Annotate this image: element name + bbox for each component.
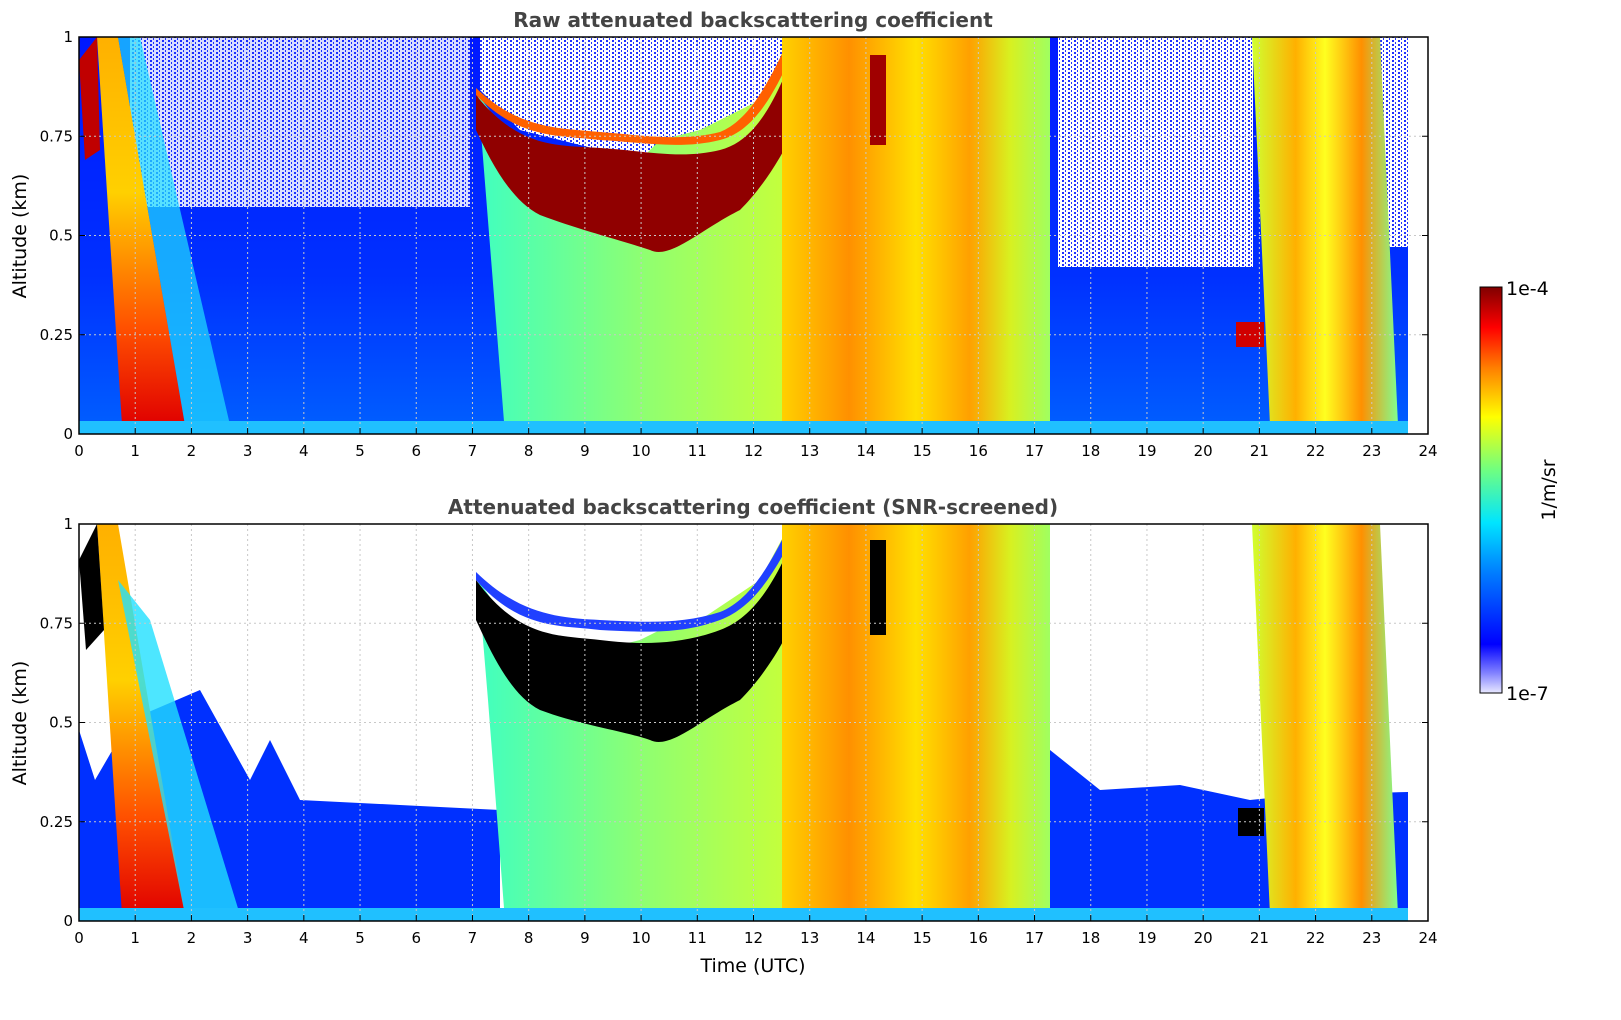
x-tick-label: 4 [299,442,309,460]
bottom-evening-plume [1252,524,1398,915]
x-tick-label: 18 [1081,442,1100,460]
x-tick-label: 3 [243,929,253,947]
x-tick-label: 23 [1362,442,1381,460]
y-tick-label: 0.25 [40,326,73,344]
x-tick-label: 1 [130,929,140,947]
top-y-axis-label: Altitude (km) [9,174,31,299]
x-tick-label: 17 [1025,442,1044,460]
bottom-afternoon-cloud [870,540,886,635]
x-tick-label: 20 [1194,442,1213,460]
top-early-plume [97,37,185,425]
y-tick-label: 0.5 [49,227,73,245]
x-tick-label: 18 [1081,929,1100,947]
y-tick-label: 0.75 [40,127,73,145]
x-tick-label: 7 [468,929,478,947]
bottom-early-plume [97,524,185,915]
x-tick-label: 13 [800,442,819,460]
colorbar-max-label: 1e-4 [1506,278,1549,300]
x-tick-label: 21 [1250,442,1269,460]
x-tick-label: 4 [299,929,309,947]
x-tick-label: 3 [243,442,253,460]
x-tick-label: 17 [1025,929,1044,947]
x-tick-label: 5 [355,929,365,947]
x-tick-label: 23 [1362,929,1381,947]
top-elevated-cloud [476,37,820,252]
x-tick-label: 10 [632,442,651,460]
x-tick-label: 12 [744,442,763,460]
top-evening-plume [1252,37,1398,425]
x-tick-label: 21 [1250,929,1269,947]
y-tick-label: 0.75 [40,614,73,632]
x-tick-label: 16 [969,442,988,460]
top-early-plume-halo [118,37,230,425]
y-tick-label: 1 [63,28,73,46]
x-tick-label: 22 [1306,929,1325,947]
y-tick-label: 1 [63,515,73,533]
x-axis-label: Time (UTC) [699,955,805,977]
bottom-ticks: 0 1 2 3 4 5 6 7 8 9 10 11 12 13 14 15 16 17 18 19 20 21 22 23 24… [40,515,1438,947]
x-tick-label: 5 [355,442,365,460]
x-tick-label: 7 [468,442,478,460]
top-ticks: 0 1 2 3 4 5 6 7 8 9 10 11 12 13 14 15 16 17 18 19 20 21 22 23 24… [40,28,1438,460]
x-tick-label: 15 [913,929,932,947]
x-tick-label: 22 [1306,442,1325,460]
x-tick-label: 15 [913,442,932,460]
x-tick-label: 6 [411,929,421,947]
top-afternoon-plume [782,37,1050,427]
x-tick-label: 24 [1418,442,1437,460]
x-tick-label: 10 [632,929,651,947]
y-tick-label: 0.5 [49,714,73,732]
bottom-chart-title: Attenuated backscattering coefficient (S… [448,495,1058,519]
y-tick-label: 0.25 [40,813,73,831]
top-grid [78,36,1429,435]
top-afternoon-cloud [870,55,886,145]
x-tick-label: 9 [580,442,590,460]
colorbar-min-label: 1e-7 [1506,683,1549,705]
x-tick-label: 1 [130,442,140,460]
bottom-early-plume-halo [118,580,240,915]
top-early-cloud [79,37,100,160]
bottom-surface-band [79,908,1408,921]
x-tick-label: 8 [524,929,534,947]
top-surface-band [79,421,1408,434]
x-tick-label: 12 [744,929,763,947]
x-tick-label: 11 [688,929,707,947]
x-tick-label: 24 [1418,929,1437,947]
x-tick-label: 20 [1194,929,1213,947]
bottom-early-cloud [79,524,104,650]
bottom-y-axis-label: Altitude (km) [9,661,31,786]
x-tick-label: 19 [1137,929,1156,947]
x-tick-label: 6 [411,442,421,460]
colorbar [1479,286,1503,694]
x-tick-label: 0 [74,929,84,947]
top-noise-morning [130,37,470,207]
y-tick-label: 0 [63,425,73,443]
bottom-afternoon-plume [782,524,1050,915]
x-tick-label: 9 [580,929,590,947]
x-tick-label: 8 [524,442,534,460]
x-tick-label: 14 [856,929,875,947]
x-tick-label: 14 [856,442,875,460]
x-tick-label: 2 [187,442,197,460]
x-tick-label: 11 [688,442,707,460]
colorbar-unit-label: 1/m/sr [1538,459,1560,520]
x-tick-label: 13 [800,929,819,947]
y-tick-label: 0 [63,912,73,930]
bottom-elevated-cloud [476,524,820,742]
x-tick-label: 16 [969,929,988,947]
top-noise-evening [1058,37,1253,267]
x-tick-label: 2 [187,929,197,947]
x-tick-label: 19 [1137,442,1156,460]
top-chart-title: Raw attenuated backscattering coefficien… [513,8,993,32]
x-tick-label: 0 [74,442,84,460]
